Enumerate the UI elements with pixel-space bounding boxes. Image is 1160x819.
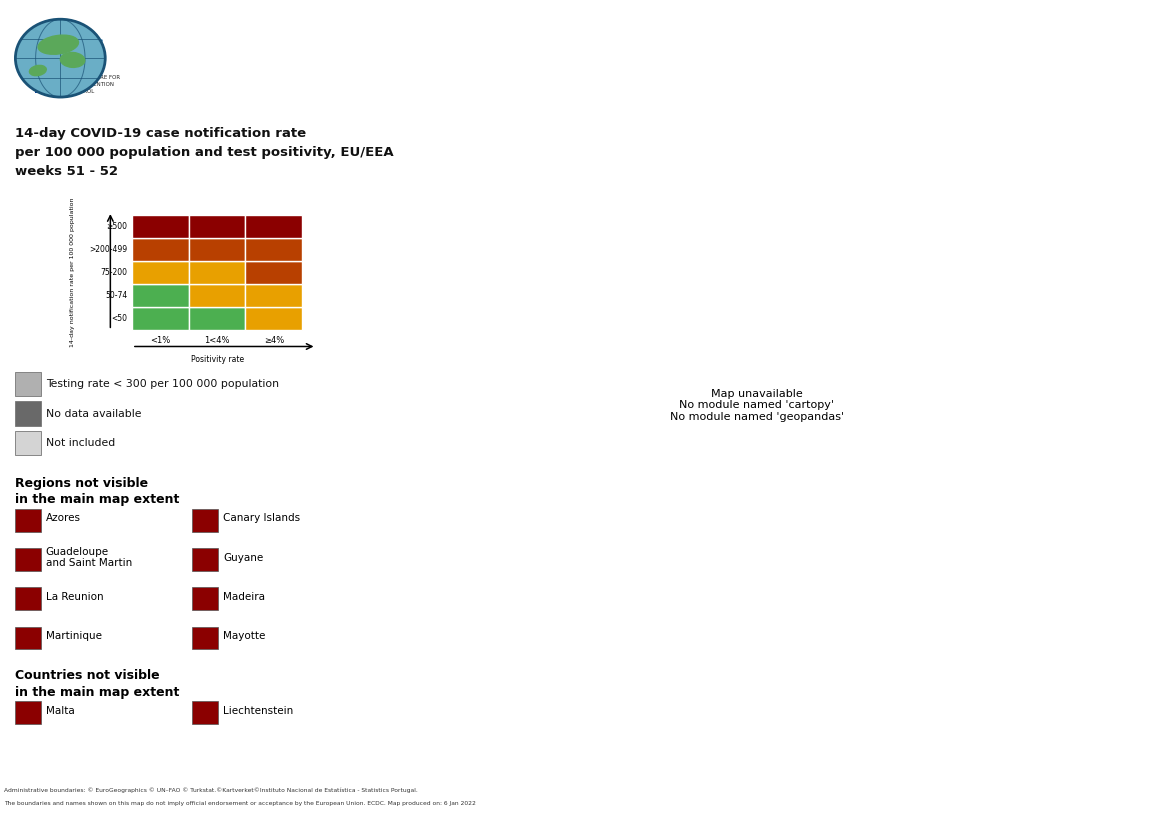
Bar [132, 261, 189, 284]
Bar [246, 238, 303, 261]
Ellipse shape [60, 52, 85, 67]
Text: Positivity rate: Positivity rate [190, 355, 244, 364]
Text: Regions not visible: Regions not visible [15, 477, 147, 490]
Bar [132, 215, 189, 238]
Bar [15, 627, 41, 649]
Text: Mayotte: Mayotte [223, 631, 266, 641]
Bar [35, 79, 51, 93]
Bar [191, 587, 218, 610]
Bar [15, 401, 41, 426]
Text: Malta: Malta [45, 706, 74, 716]
Text: 1<4%: 1<4% [204, 336, 230, 345]
Bar [189, 284, 246, 307]
Text: ecdc: ecdc [35, 34, 103, 60]
Text: 14-day notification rate per 100 000 population: 14-day notification rate per 100 000 pop… [70, 197, 74, 347]
Text: Madeira: Madeira [223, 592, 264, 602]
Text: weeks 51 - 52: weeks 51 - 52 [15, 165, 117, 178]
Text: ≥4%: ≥4% [263, 336, 284, 345]
Text: per 100 000 population and test positivity, EU/EEA: per 100 000 population and test positivi… [15, 146, 393, 159]
Text: No data available: No data available [45, 409, 142, 419]
Text: Canary Islands: Canary Islands [223, 514, 300, 523]
Text: <50: <50 [111, 314, 128, 324]
Text: Administrative boundaries: © EuroGeographics © UN–FAO © Turkstat.©Kartverket©Ins: Administrative boundaries: © EuroGeograp… [3, 787, 418, 793]
Text: in the main map extent: in the main map extent [15, 686, 179, 699]
Text: Azores: Azores [45, 514, 81, 523]
Text: 75-200: 75-200 [101, 268, 128, 277]
Text: Map unavailable
No module named 'cartopy'
No module named 'geopandas': Map unavailable No module named 'cartopy… [669, 389, 844, 422]
Bar [189, 261, 246, 284]
Bar [191, 701, 218, 724]
Ellipse shape [29, 66, 46, 75]
Text: Guadeloupe
and Saint Martin: Guadeloupe and Saint Martin [45, 547, 132, 568]
Bar [189, 307, 246, 330]
Bar [191, 627, 218, 649]
Bar [15, 548, 41, 571]
Text: >200-499: >200-499 [89, 245, 128, 254]
Circle shape [15, 19, 106, 97]
Text: 50-74: 50-74 [106, 291, 128, 300]
Bar [132, 238, 189, 261]
Bar [15, 587, 41, 610]
Text: EUROPEAN CENTRE FOR
DISEASE PREVENTION
AND CONTROL: EUROPEAN CENTRE FOR DISEASE PREVENTION A… [55, 75, 121, 94]
Text: Testing rate < 300 per 100 000 population: Testing rate < 300 per 100 000 populatio… [45, 379, 278, 389]
Bar [189, 215, 246, 238]
Text: 14-day COVID-19 case notification rate: 14-day COVID-19 case notification rate [15, 127, 306, 140]
Text: Guyane: Guyane [223, 553, 263, 563]
Text: <1%: <1% [150, 336, 171, 345]
Bar [15, 509, 41, 532]
Text: Countries not visible: Countries not visible [15, 669, 159, 682]
Bar [189, 238, 246, 261]
Bar [246, 215, 303, 238]
Bar [15, 701, 41, 724]
Bar [132, 307, 189, 330]
Text: in the main map extent: in the main map extent [15, 493, 179, 506]
Bar [246, 284, 303, 307]
Bar [246, 261, 303, 284]
Bar [15, 431, 41, 455]
Bar [246, 307, 303, 330]
Text: ≥500: ≥500 [107, 222, 128, 231]
Text: ★: ★ [41, 84, 45, 88]
Bar [15, 372, 41, 396]
Text: Martinique: Martinique [45, 631, 102, 641]
Text: The boundaries and names shown on this map do not imply official endorsement or : The boundaries and names shown on this m… [3, 801, 476, 806]
Bar [191, 509, 218, 532]
Text: La Reunion: La Reunion [45, 592, 103, 602]
Bar [132, 284, 189, 307]
Text: Liechtenstein: Liechtenstein [223, 706, 293, 716]
Text: Not included: Not included [45, 438, 115, 448]
Ellipse shape [38, 35, 79, 54]
Bar [191, 548, 218, 571]
